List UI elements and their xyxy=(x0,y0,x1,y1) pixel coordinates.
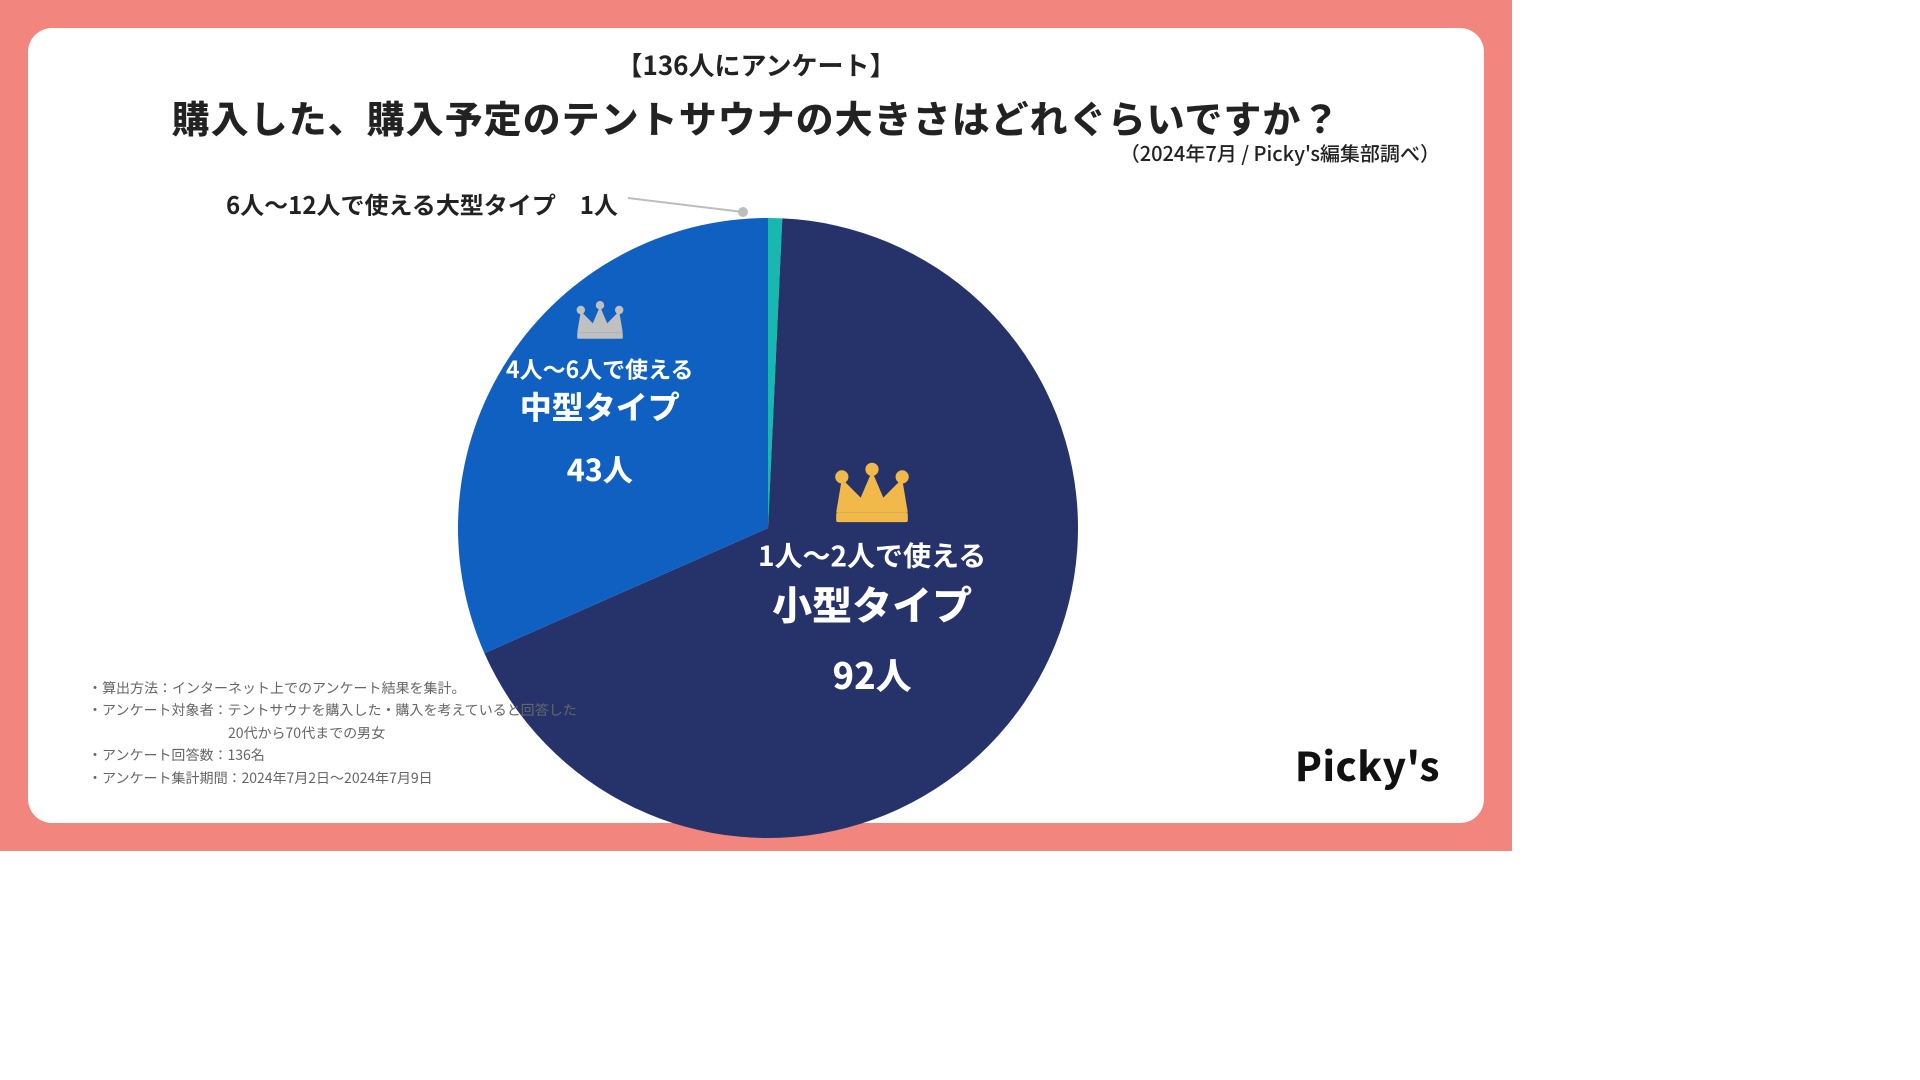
survey-title: 購入した、購入予定のテントサウナの大きさはどれぐらいですか？ xyxy=(28,89,1484,144)
footnote-line: 20代から70代までの男女 xyxy=(88,722,577,744)
slice-label-medium: 4人〜6人で使える 中型タイプ 43人 xyxy=(506,298,693,489)
crown-icon xyxy=(570,298,630,340)
slice-small-count: 92人 xyxy=(758,649,986,699)
slice-medium-line1: 4人〜6人で使える xyxy=(506,352,693,384)
footnote-line: ・アンケート集計期間：2024年7月2日〜2024年7月9日 xyxy=(88,767,577,789)
crown-icon xyxy=(824,458,920,524)
outer-frame: 【136人にアンケート】 購入した、購入予定のテントサウナの大きさはどれぐらいで… xyxy=(0,0,1512,851)
title-block: 【136人にアンケート】 購入した、購入予定のテントサウナの大きさはどれぐらいで… xyxy=(28,28,1484,144)
brand-logo: Picky's xyxy=(1295,735,1440,793)
survey-subtitle: 【136人にアンケート】 xyxy=(28,46,1484,83)
footnote-line: ・算出方法：インターネット上でのアンケート結果を集計。 xyxy=(88,677,577,699)
footnote-line: ・アンケート対象者：テントサウナを購入した・購入を考えていると回答した xyxy=(88,699,577,721)
slice-medium-line2: 中型タイプ xyxy=(506,384,693,429)
slice-small-line2: 小型タイプ xyxy=(758,575,986,631)
footnote-line: ・アンケート回答数：136名 xyxy=(88,744,577,766)
footnotes: ・算出方法：インターネット上でのアンケート結果を集計。・アンケート対象者：テント… xyxy=(88,677,577,789)
slice-medium-count: 43人 xyxy=(506,447,693,489)
slice-label-small: 1人〜2人で使える 小型タイプ 92人 xyxy=(758,458,986,700)
byline: （2024年7月 / Picky's編集部調べ） xyxy=(1120,138,1440,167)
callout-large-type: 6人〜12人で使える大型タイプ 1人 xyxy=(226,186,618,221)
inner-card: 【136人にアンケート】 購入した、購入予定のテントサウナの大きさはどれぐらいで… xyxy=(28,28,1484,823)
slice-small-line1: 1人〜2人で使える xyxy=(758,536,986,575)
